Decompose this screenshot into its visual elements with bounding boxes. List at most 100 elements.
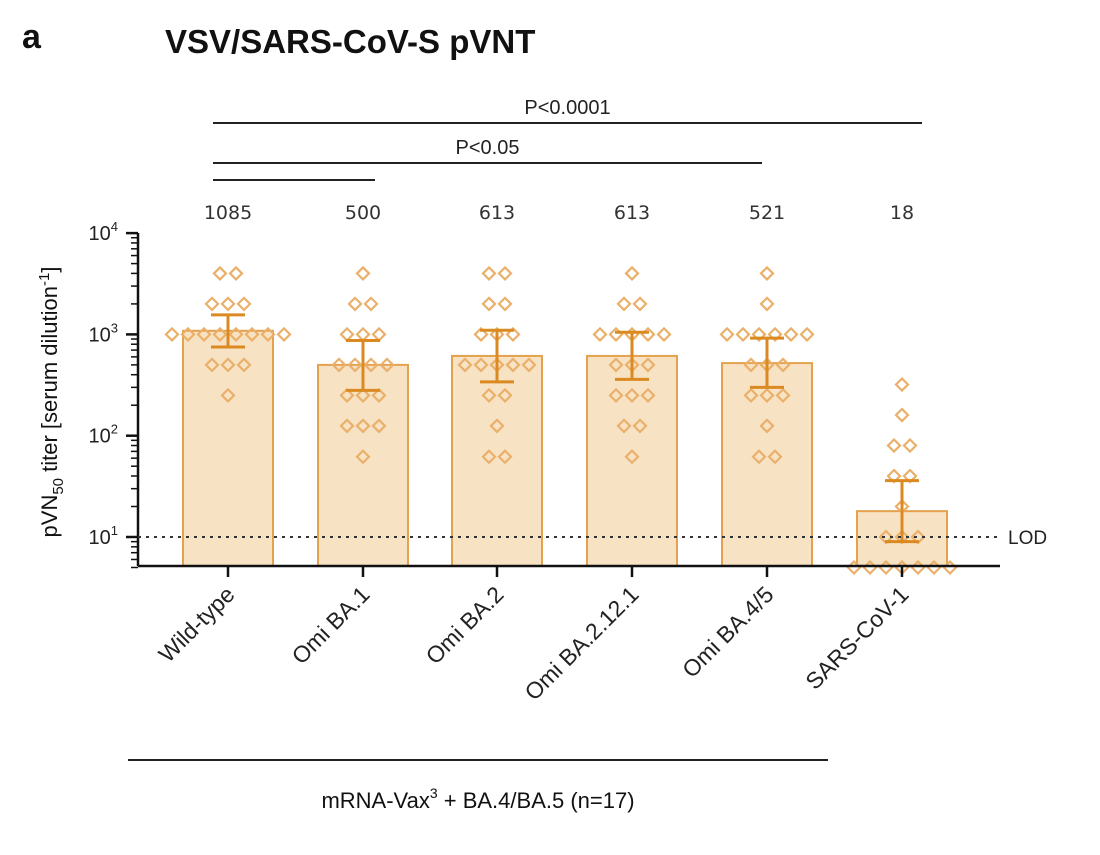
bar [182, 329, 274, 567]
data-point [347, 296, 363, 312]
data-point [505, 357, 521, 373]
x-tick-label: Omi BA.4/5 [677, 581, 779, 683]
data-point [497, 387, 513, 403]
data-point [473, 357, 489, 373]
data-point [735, 326, 751, 342]
data-point [799, 326, 815, 342]
data-point [632, 418, 648, 434]
data-point [355, 387, 371, 403]
x-tick-label: Omi BA.1 [287, 581, 375, 669]
x-tick-label: Wild-type [153, 581, 239, 667]
x-tick-label: Omi BA.2.12.1 [519, 581, 643, 705]
data-point [481, 387, 497, 403]
lod-label: LOD [1008, 528, 1047, 549]
p-value-label: P<0.05 [456, 137, 520, 159]
data-point [339, 387, 355, 403]
data-point [640, 357, 656, 373]
data-point [371, 418, 387, 434]
data-point [759, 387, 775, 403]
data-point [521, 357, 537, 373]
value-label: 1085 [204, 202, 252, 224]
data-point [894, 376, 910, 393]
data-point [640, 387, 656, 403]
data-point [220, 296, 236, 312]
y-tick-label: 103 [89, 320, 118, 346]
data-point [767, 449, 783, 465]
data-point [894, 407, 910, 423]
data-point [228, 265, 244, 281]
data-point [592, 326, 608, 342]
data-point [204, 357, 220, 373]
bar [317, 363, 409, 568]
data-point [624, 387, 640, 403]
chart-title: VSV/SARS-CoV-S pVNT [165, 23, 535, 60]
x-tick-label: Omi BA.2 [421, 581, 509, 669]
p-value-label: P<0.0001 [524, 97, 610, 119]
data-point [743, 357, 759, 373]
data-point [616, 296, 632, 312]
data-point [276, 326, 292, 342]
data-point [481, 265, 497, 281]
data-point [489, 418, 505, 434]
data-point [783, 326, 799, 342]
data-point [379, 357, 395, 373]
y-axis-label-sup: -1 [36, 273, 53, 286]
data-point [371, 387, 387, 403]
data-point [236, 296, 252, 312]
data-point [751, 449, 767, 465]
data-point [355, 326, 371, 342]
data-point [505, 326, 521, 342]
y-axis-label-sub: 50 [50, 478, 67, 495]
data-point [481, 296, 497, 312]
group-label-text: mRNA-Vax [321, 788, 429, 813]
value-label: 500 [345, 202, 381, 224]
data-point [775, 387, 791, 403]
data-point [180, 326, 196, 342]
data-point [244, 326, 260, 342]
data-point [196, 326, 212, 342]
data-point [339, 418, 355, 434]
bar [721, 362, 813, 568]
data-point [751, 326, 767, 342]
value-label: 613 [614, 202, 650, 224]
data-point [339, 326, 355, 342]
data-point [640, 326, 656, 342]
data-point [260, 326, 276, 342]
data-point [457, 357, 473, 373]
data-point [767, 326, 783, 342]
data-point [608, 387, 624, 403]
value-label: 521 [749, 202, 785, 224]
y-axis-label-post: ] [37, 267, 62, 273]
data-point [719, 326, 735, 342]
data-point [759, 418, 775, 434]
y-axis-label-mid: titer [serum dilution [37, 286, 62, 478]
bar [586, 354, 678, 568]
data-point [331, 357, 347, 373]
bar [451, 354, 543, 568]
data-point [363, 357, 379, 373]
data-point [886, 437, 902, 454]
data-points [164, 265, 958, 576]
group-label: mRNA-Vax3 + BA.4/BA.5 (n=17) [321, 785, 634, 813]
data-point [624, 449, 640, 465]
data-point [902, 437, 918, 454]
data-point [775, 357, 791, 373]
data-point [204, 296, 220, 312]
y-axis-label: pVN50 titer [serum dilution-1] [36, 267, 67, 538]
y-tick-label: 104 [89, 219, 118, 245]
data-point [371, 326, 387, 342]
data-point [497, 449, 513, 465]
data-point [220, 387, 236, 403]
data-point [608, 326, 624, 342]
panel-letter: a [22, 18, 42, 56]
data-point [759, 265, 775, 281]
group-label-rest: + BA.4/BA.5 (n=17) [438, 788, 635, 813]
data-point [616, 418, 632, 434]
y-axis-label-pre: pVN [37, 495, 62, 538]
data-point [212, 326, 228, 342]
data-point [363, 296, 379, 312]
value-label: 613 [479, 202, 515, 224]
error-bars [211, 313, 919, 544]
